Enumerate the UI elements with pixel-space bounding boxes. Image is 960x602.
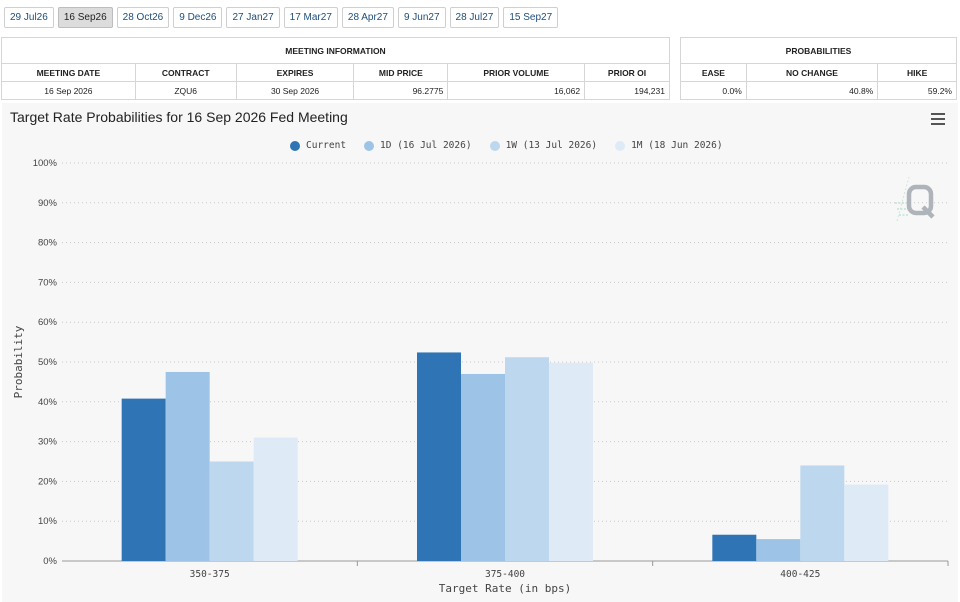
y-tick-label: 50% — [38, 357, 58, 368]
chart-legend: Current 1D (16 Jul 2026) 1W (13 Jul 2026) 1… — [290, 140, 723, 151]
tab-15-sep27[interactable]: 15 Sep27 — [503, 7, 559, 28]
legend-item[interactable]: 1W (13 Jul 2026) — [489, 140, 598, 151]
meeting-information-title: MEETING INFORMATION — [1, 37, 670, 64]
y-tick-label: 40% — [38, 397, 58, 408]
chart-title: Target Rate Probabilities for 16 Sep 202… — [10, 109, 348, 125]
legend-item[interactable]: 1M (18 Jun 2026) — [615, 140, 723, 151]
legend-label: 1D (16 Jul 2026) — [380, 140, 472, 151]
y-tick-label: 20% — [38, 476, 58, 487]
no-change-value: 40.8% — [745, 81, 879, 100]
meeting-information-table: MEETING INFORMATION MEETING DATE CONTRAC… — [1, 37, 670, 100]
y-tick-label: 100% — [33, 158, 58, 169]
header-mid-price: MID PRICE — [353, 63, 449, 82]
y-tick-label: 10% — [38, 516, 58, 527]
tab-28-jul27[interactable]: 28 Jul27 — [449, 7, 500, 28]
chart-container: 0% 10% 20% 30% 40% 50% 60% 70% 80% 90% 100% 350-375… — [2, 103, 958, 602]
y-tick-label: 0% — [43, 556, 57, 567]
y-axis-title: Probability — [12, 325, 25, 398]
tab-29-jul26[interactable]: 29 Jul26 — [4, 7, 54, 28]
ease-value: 0.0% — [680, 81, 747, 100]
legend-swatch — [489, 140, 500, 151]
legend-item[interactable]: Current — [290, 140, 346, 151]
mid-price-value: 96.2775 — [353, 81, 449, 100]
meeting-date-value: 16 Sep 2026 — [1, 81, 136, 100]
bar — [121, 398, 166, 561]
x-tick-label: 350-375 — [190, 569, 230, 580]
bar — [209, 461, 254, 561]
bar — [712, 534, 757, 561]
header-contract: CONTRACT — [134, 63, 237, 82]
hike-value: 59.2% — [877, 81, 957, 100]
y-tick-label: 70% — [38, 277, 58, 288]
header-no-change: NO CHANGE — [745, 63, 879, 82]
x-tick-label: 400-425 — [780, 569, 820, 580]
header-prior-oi: PRIOR OI — [584, 63, 670, 82]
bar-chart: 0% 10% 20% 30% 40% 50% 60% 70% 80% 90% 100% 350-375… — [12, 158, 949, 595]
header-meeting-date: MEETING DATE — [1, 63, 136, 82]
header-hike: HIKE — [877, 63, 957, 82]
bar — [461, 373, 505, 561]
tab-17-mar27[interactable]: 17 Mar27 — [283, 7, 338, 28]
bar — [417, 352, 461, 561]
bar — [800, 465, 845, 561]
tab-27-jan27[interactable]: 27 Jan27 — [226, 7, 280, 28]
tab-28-apr27[interactable]: 28 Apr27 — [341, 7, 394, 28]
y-tick-label: 30% — [38, 437, 58, 448]
header-ease: EASE — [680, 63, 747, 82]
q-logo-watermark — [895, 176, 935, 222]
expires-value: 30 Sep 2026 — [235, 81, 355, 100]
bar — [165, 371, 210, 561]
tab-9-jun27[interactable]: 9 Jun27 — [397, 7, 446, 28]
prior-oi-value: 194,231 — [584, 81, 670, 100]
contract-value: ZQU6 — [134, 81, 237, 100]
legend-swatch — [290, 140, 300, 151]
legend-item[interactable]: 1D (16 Jul 2026) — [364, 140, 472, 151]
meeting-date-tabs: 29 Jul26 16 Sep26 28 Oct26 9 Dec26 27 Jan27 1… — [4, 7, 559, 28]
x-tick-label: 375-400 — [485, 569, 525, 580]
legend-label: 1W (13 Jul 2026) — [505, 140, 598, 151]
x-axis-title: Target Rate (in bps) — [439, 582, 571, 595]
y-tick-label: 60% — [38, 317, 58, 328]
bar — [505, 357, 549, 561]
header-expires: EXPIRES — [235, 63, 355, 82]
legend-swatch — [364, 140, 375, 151]
probabilities-table: PROBABILITIES EASE NO CHANGE HIKE 0.0% 4… — [680, 37, 957, 100]
header-prior-volume: PRIOR VOLUME — [447, 63, 586, 82]
tab-9-dec26[interactable]: 9 Dec26 — [173, 7, 223, 28]
y-tick-label: 80% — [38, 238, 58, 249]
bar — [756, 539, 801, 561]
tab-16-sep26[interactable]: 16 Sep26 — [57, 7, 113, 28]
legend-swatch — [615, 140, 626, 151]
legend-label: Current — [306, 140, 347, 151]
bar — [844, 484, 889, 561]
tab-28-oct26[interactable]: 28 Oct26 — [116, 7, 170, 28]
probabilities-title: PROBABILITIES — [680, 37, 957, 64]
prior-volume-value: 16,062 — [447, 81, 586, 100]
bar — [549, 362, 593, 561]
y-tick-label: 90% — [38, 198, 58, 209]
legend-label: 1M (18 Jun 2026) — [631, 140, 723, 151]
bar — [253, 437, 298, 561]
hamburger-menu-icon[interactable] — [931, 113, 945, 125]
